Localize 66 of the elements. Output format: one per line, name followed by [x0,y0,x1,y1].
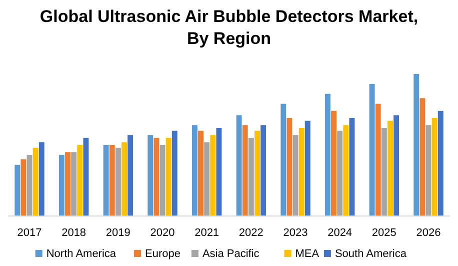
bar [349,118,355,216]
bar [65,152,70,216]
x-tick-label: 2026 [416,227,441,239]
bar [154,138,160,216]
bar [369,84,375,216]
bar [115,148,121,216]
bar [236,115,242,216]
bar [128,135,134,216]
legend-label: South America [334,248,408,260]
bar [280,104,286,216]
bar [71,152,77,216]
x-tick-label: 2021 [194,227,220,239]
chart-title: Global Ultrasonic Air Bubble Detectors Market, By Region [40,7,418,48]
bar [14,164,20,216]
bar [83,138,89,216]
bar [148,135,154,216]
bar [286,118,292,216]
bar [192,125,198,216]
x-tick-label: 2025 [372,227,396,239]
x-tick-label: 2024 [328,227,352,239]
legend-label: MEA [295,248,320,260]
bar [426,125,432,216]
bar [375,104,381,216]
bar [198,130,204,216]
bar [109,145,115,216]
bar [172,130,178,216]
legend-label: Asia Pacific [202,248,260,260]
bar [26,154,32,216]
bar [394,115,400,216]
bar [331,110,336,216]
bar [324,94,330,216]
x-tick-label: 2017 [17,227,42,239]
bar [432,118,438,216]
bar [381,128,387,216]
bar [292,135,298,216]
x-tick-label: 2019 [106,227,130,239]
bar [216,128,222,216]
bar [254,130,260,216]
bar [58,154,64,216]
bar [210,135,216,216]
bar [438,110,444,216]
legend-label: North America [46,248,117,260]
bar [388,120,393,216]
bar [242,125,248,216]
bar [248,138,254,216]
bar [166,138,172,216]
x-tick-label: 2023 [283,227,308,239]
x-tick-label: 2018 [62,227,86,239]
x-tick-label: 2020 [150,227,175,239]
bar [32,148,38,216]
bar [38,142,44,216]
bar [414,74,420,216]
bar [160,145,166,216]
bar [103,145,109,216]
bar [122,142,127,216]
bar [337,130,343,216]
bar [343,125,349,216]
bar [20,159,26,216]
bar [298,128,304,216]
bar [260,125,266,216]
legend-label: Europe [145,248,181,260]
bar [420,98,426,216]
bar [77,145,83,216]
bar [204,142,210,216]
x-tick-label: 2022 [238,227,264,239]
bar [304,120,310,216]
